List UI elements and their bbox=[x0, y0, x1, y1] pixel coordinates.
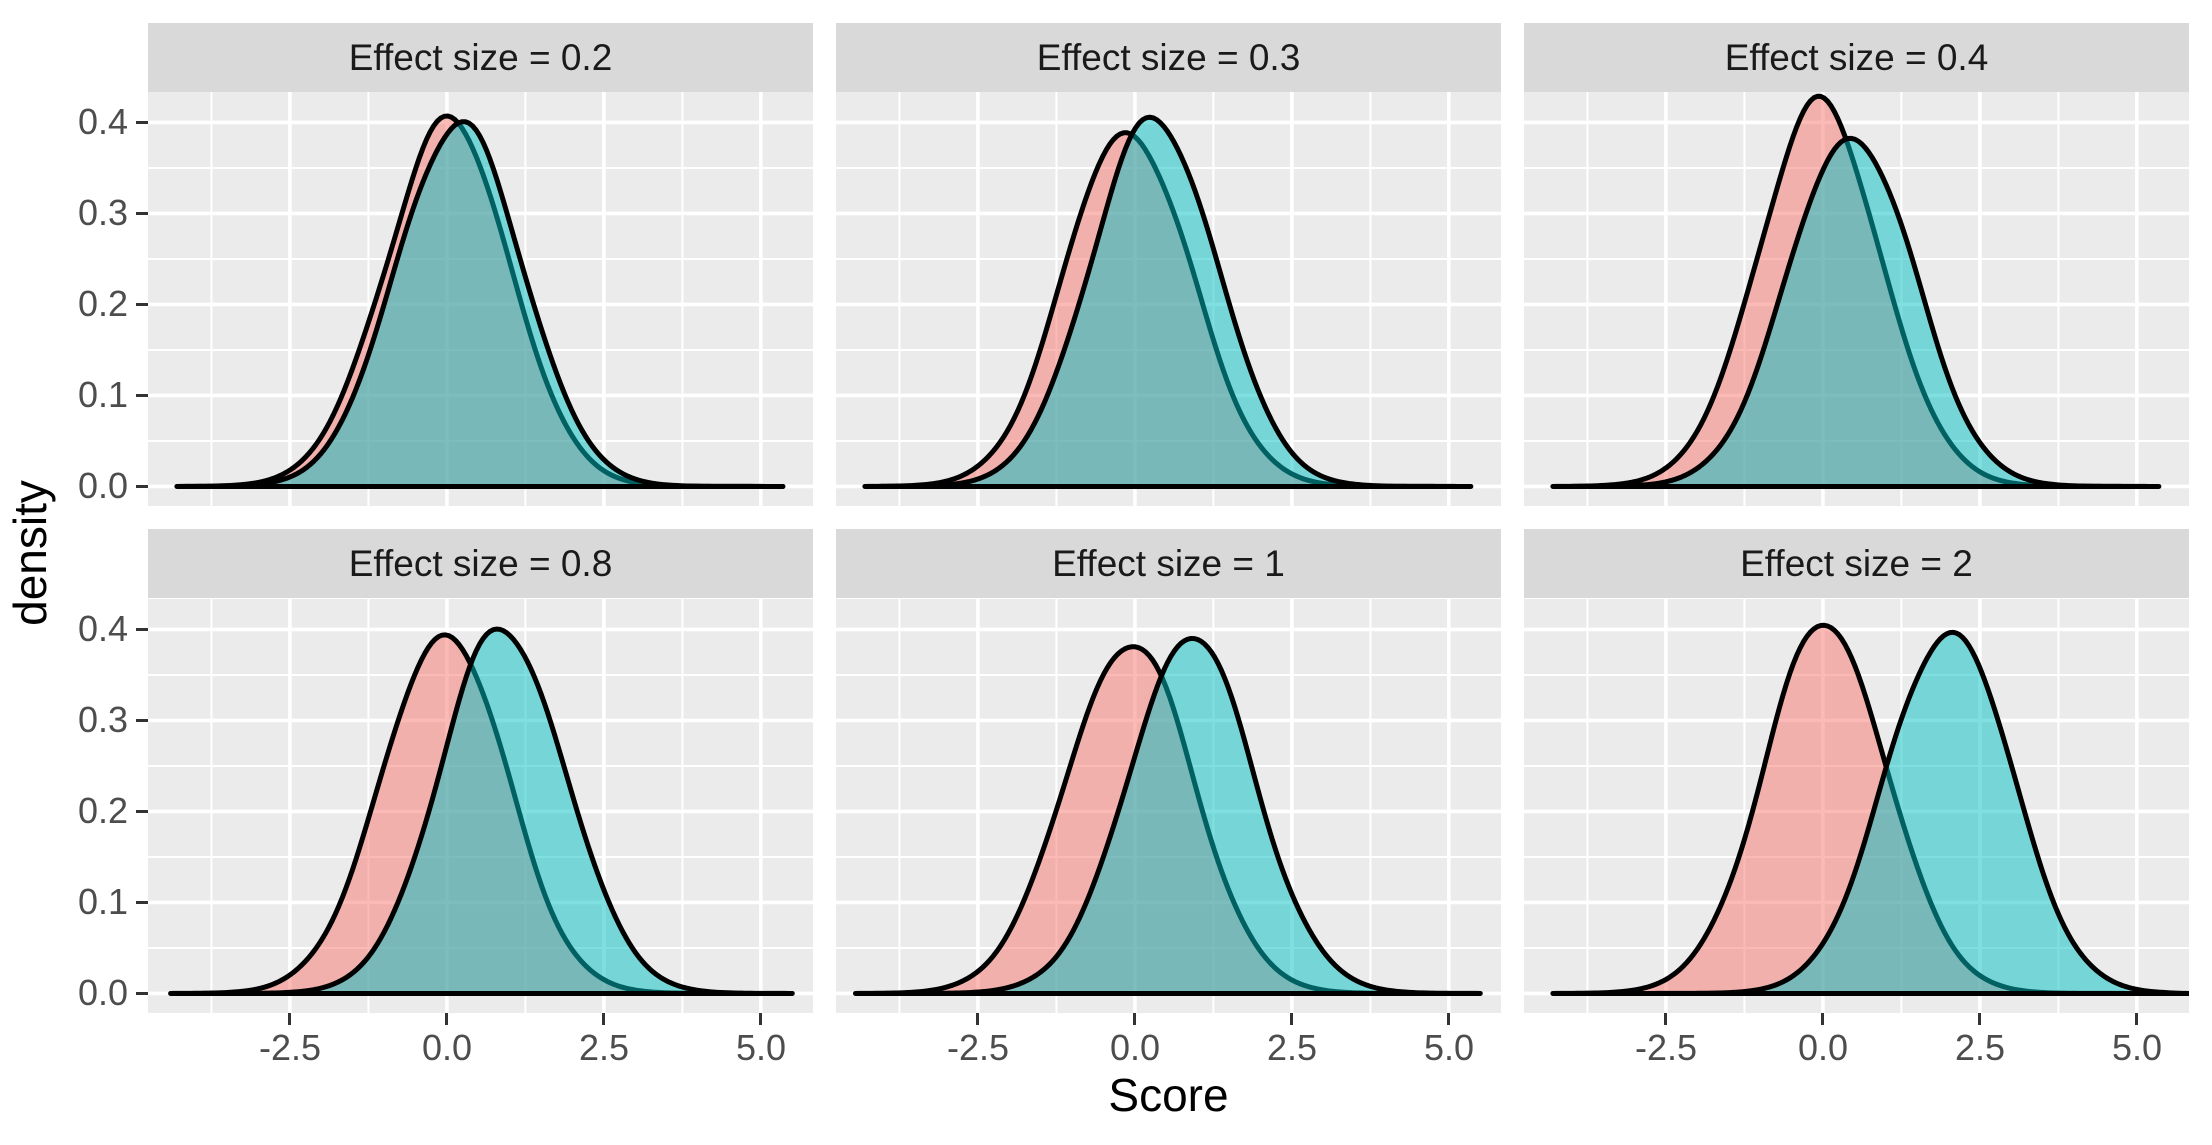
y-axis-tick-label: 0.3 bbox=[77, 699, 128, 740]
x-axis-tick-label: 5.0 bbox=[2111, 1027, 2163, 1068]
x-axis-tick-label: -2.5 bbox=[258, 1027, 322, 1068]
y-axis-tick-mark bbox=[136, 485, 148, 488]
y-axis-tick-label: 0.1 bbox=[77, 374, 128, 415]
x-axis-tick-mark bbox=[2135, 1013, 2138, 1025]
facet-strip: Effect size = 0.4 bbox=[1524, 23, 2189, 92]
density-area-shifted bbox=[874, 114, 1474, 489]
facet-strip: Effect size = 1 bbox=[836, 529, 1501, 598]
x-axis-tick-mark bbox=[445, 1013, 448, 1025]
facet-strip-label: Effect size = 1 bbox=[1052, 543, 1285, 584]
x-axis-tick-mark bbox=[759, 1013, 762, 1025]
facet-strip: Effect size = 0.2 bbox=[148, 23, 813, 92]
x-axis-tick-mark bbox=[602, 1013, 605, 1025]
y-axis-tick-label: 0.0 bbox=[77, 972, 128, 1013]
x-axis-tick-mark bbox=[1821, 1013, 1824, 1025]
facet-strip-label: Effect size = 0.8 bbox=[348, 543, 613, 584]
y-axis-tick-mark bbox=[136, 121, 148, 124]
x-axis-tick-label: 0.0 bbox=[1797, 1027, 1849, 1068]
facet-strip-label: Effect size = 2 bbox=[1740, 543, 1973, 584]
x-axis-tick-label: 5.0 bbox=[1423, 1027, 1475, 1068]
facet-panel bbox=[1524, 92, 2189, 506]
y-axis-tick-mark bbox=[136, 992, 148, 995]
y-axis-tick-label: 0.2 bbox=[77, 790, 128, 831]
x-axis-tick-label: 2.5 bbox=[1266, 1027, 1318, 1068]
y-axis-tick-label: 0.3 bbox=[77, 192, 128, 233]
y-axis-tick-label: 0.1 bbox=[77, 881, 128, 922]
facet-strip: Effect size = 2 bbox=[1524, 529, 2189, 598]
x-axis-tick-label: 5.0 bbox=[735, 1027, 787, 1068]
density-area-shifted bbox=[212, 626, 795, 996]
x-axis-tick-mark bbox=[1133, 1013, 1136, 1025]
x-axis-tick-label: -2.5 bbox=[1634, 1027, 1698, 1068]
y-axis-tick-mark bbox=[136, 394, 148, 397]
x-axis-tick-mark bbox=[1290, 1013, 1293, 1025]
facet-strip-label: Effect size = 0.3 bbox=[1036, 37, 1301, 78]
x-axis-tick-mark bbox=[1664, 1013, 1667, 1025]
facet-panel bbox=[1524, 599, 2189, 1013]
x-axis-tick-label: 2.5 bbox=[1954, 1027, 2006, 1068]
facet-panel bbox=[836, 599, 1501, 1013]
x-axis-tick-label: -2.5 bbox=[946, 1027, 1010, 1068]
x-axis-title: Score bbox=[1108, 1069, 1229, 1121]
x-axis-tick-mark bbox=[1978, 1013, 1981, 1025]
y-axis-tick-mark bbox=[136, 212, 148, 215]
x-axis-tick-label: 0.0 bbox=[421, 1027, 473, 1068]
density-area-shifted bbox=[1569, 135, 2162, 489]
y-axis-tick-label: 0.0 bbox=[77, 465, 128, 506]
facet-panel bbox=[148, 92, 813, 506]
x-axis-tick-mark bbox=[976, 1013, 979, 1025]
x-axis-tick-mark bbox=[288, 1013, 291, 1025]
y-axis-tick-mark bbox=[136, 303, 148, 306]
facet-panel bbox=[148, 599, 813, 1013]
y-axis-tick-mark bbox=[136, 810, 148, 813]
x-axis-tick-mark bbox=[1447, 1013, 1450, 1025]
density-area-shifted bbox=[906, 635, 1483, 996]
y-axis-tick-label: 0.2 bbox=[77, 283, 128, 324]
density-area-shifted bbox=[1644, 629, 2189, 996]
y-axis-tick-label: 0.4 bbox=[77, 608, 128, 649]
facet-panel bbox=[836, 92, 1501, 506]
density-area-shifted bbox=[180, 119, 786, 489]
y-axis-tick-mark bbox=[136, 901, 148, 904]
facet-strip: Effect size = 0.3 bbox=[836, 23, 1501, 92]
y-axis-tick-mark bbox=[136, 719, 148, 722]
x-axis-tick-label: 2.5 bbox=[578, 1027, 630, 1068]
x-axis-tick-label: 0.0 bbox=[1109, 1027, 1161, 1068]
facet-strip: Effect size = 0.8 bbox=[148, 529, 813, 598]
y-axis-tick-label: 0.4 bbox=[77, 101, 128, 142]
y-axis-title: density bbox=[4, 479, 56, 626]
y-axis-tick-mark bbox=[136, 628, 148, 631]
facet-strip-label: Effect size = 0.4 bbox=[1724, 37, 1989, 78]
facet-strip-label: Effect size = 0.2 bbox=[348, 37, 613, 78]
